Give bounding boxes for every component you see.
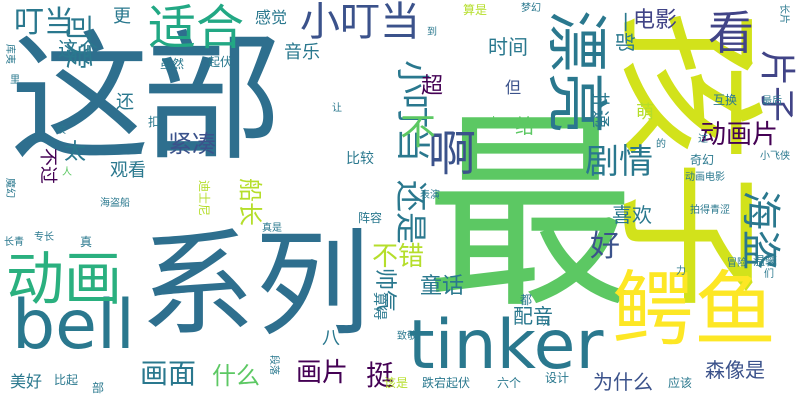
- word-tinker: tinker: [408, 306, 604, 385]
- word-wei-shen-me: 为什么: [593, 370, 653, 394]
- word-shi-he: 适合: [148, 0, 245, 56]
- word-ding-dang: 叮当: [14, 5, 74, 40]
- word-bu-fen: 部: [92, 381, 105, 395]
- word-zui-hou: 最后: [762, 96, 782, 107]
- word-ting: 挺: [366, 359, 395, 392]
- word-gei: 给: [515, 114, 535, 138]
- word-geng: 更: [113, 6, 131, 27]
- word-dan: 但: [505, 78, 522, 97]
- word-ju-qing: 剧情: [585, 142, 653, 182]
- word-hao: 好: [590, 229, 620, 264]
- word-chang-pian: 长片: [778, 4, 789, 24]
- word-mei-hao: 美好: [10, 372, 43, 391]
- word-ba: 八: [322, 328, 340, 349]
- word-dong-hua: 动画: [6, 245, 123, 313]
- word-liu-ge: 六个: [497, 376, 522, 390]
- word-zhi-jing: 致敬: [397, 331, 417, 342]
- word-bu-cuo: 不错: [372, 242, 425, 272]
- word-dou: 都: [520, 293, 533, 307]
- word-zhen-rong-qi-fu: 跌宕起伏: [422, 376, 471, 390]
- word-shang: 上: [488, 115, 501, 129]
- word-pu-tong: 扑通: [589, 92, 610, 128]
- word-yin-yue: 音乐: [284, 42, 320, 63]
- word-e-yu: 鳄鱼: [612, 263, 777, 358]
- word-hai: 还: [116, 92, 134, 113]
- word-meng-huan: 梦幻: [521, 3, 541, 14]
- word-wen-xin: 温馨: [753, 254, 778, 268]
- word-zui: 最: [425, 92, 636, 337]
- word-qi-fu: 起伏: [208, 55, 233, 69]
- word-chuan-zhang: 船长: [236, 178, 264, 226]
- word-dao: 到: [427, 27, 437, 38]
- word-yao: 咬: [56, 125, 66, 136]
- word-de: 的: [656, 139, 666, 150]
- word-hua-pian: 画片: [296, 358, 349, 388]
- word-ren: 人: [62, 167, 72, 178]
- word-hai-dao-chuan: 海盗船: [100, 198, 130, 209]
- word-bi-qi: 比起: [54, 373, 79, 387]
- word-men: 们: [764, 269, 774, 280]
- word-li: 力: [676, 266, 686, 277]
- word-pai-de-qing-se: 拍得青涩: [690, 205, 730, 216]
- word-zhe-ge: 这个: [58, 37, 98, 61]
- word-di-shi-ni: 迪士尼: [197, 180, 211, 217]
- word-jin-cou: 紧凑: [168, 130, 216, 158]
- word-duan-luo: 段落: [268, 355, 279, 375]
- word-biao-yan: 表演: [420, 190, 440, 201]
- word-bell: bell: [12, 286, 135, 365]
- word-tai: 太: [64, 140, 87, 165]
- word-ying-gai: 应该: [668, 376, 693, 390]
- word-dong-hua-dian-ying: 动画电影: [685, 172, 725, 183]
- word-xiao-ding-dang: 小叮当: [300, 0, 420, 45]
- word-hua-mian: 画面: [140, 357, 197, 390]
- word-chao: 超: [421, 74, 444, 99]
- word-zhen: 真: [80, 235, 93, 249]
- word-hu-huan: 互换: [713, 93, 738, 107]
- word-li-2: 里: [10, 75, 20, 86]
- word-xi-lie: 系列: [140, 218, 371, 352]
- word-shi-jian: 时间: [488, 35, 528, 59]
- word-gan-jue: 感觉: [255, 8, 288, 27]
- word-bu-guo: 不过: [37, 148, 58, 184]
- word-kao-xu: 库夷: [4, 44, 15, 64]
- word-mao-xian: 冒险: [727, 258, 747, 269]
- word-xi-huan: 喜欢: [612, 203, 652, 227]
- word-dong-hua-pian: 动画片: [700, 120, 779, 150]
- word-tong-hua: 童话: [420, 274, 465, 299]
- word-shen-me: 什么: [212, 362, 260, 390]
- word-yi-bu: 一部: [613, 12, 637, 52]
- word-chang-qing: 长青: [4, 237, 24, 248]
- word-suan-de: 算得: [371, 292, 387, 320]
- word-a: 啊: [428, 126, 477, 182]
- word-kan: 看: [708, 6, 754, 60]
- word-zhen-rong: 阵容: [358, 211, 383, 225]
- word-qi-huan: 奇幻: [690, 153, 715, 167]
- word-guo: 过: [698, 134, 708, 145]
- word-bu: 不: [400, 112, 437, 153]
- word-dian-ying: 电影: [633, 8, 678, 33]
- word-she-ji: 设计: [545, 371, 570, 385]
- word-sui-ran: 虽然: [160, 57, 185, 71]
- word-gai-shi: 该是: [384, 376, 409, 390]
- word-guan-kan: 观看: [110, 160, 146, 181]
- word-rang: 让: [332, 103, 342, 114]
- word-zhuan-chang: 专长: [34, 232, 54, 243]
- word-suan-shi: 算是: [463, 3, 488, 17]
- word-mo-huan: 魔幻: [4, 178, 15, 198]
- word-xiao-fei-xia: 小飞侠: [760, 151, 790, 162]
- word-meng: 萌: [636, 102, 654, 123]
- word-zhe-bu: 这部: [10, 18, 282, 181]
- word-wan: 玩: [540, 317, 550, 328]
- word-bi-jiao: 比较: [346, 151, 374, 167]
- word-kou: 扣: [148, 115, 161, 129]
- word-pei-yin: 配音: [513, 304, 553, 328]
- word-zhen-shi: 真是: [262, 223, 282, 234]
- word-pian-zi: 片子: [756, 50, 797, 123]
- word-sen-xiang-shi: 森像是: [705, 358, 765, 382]
